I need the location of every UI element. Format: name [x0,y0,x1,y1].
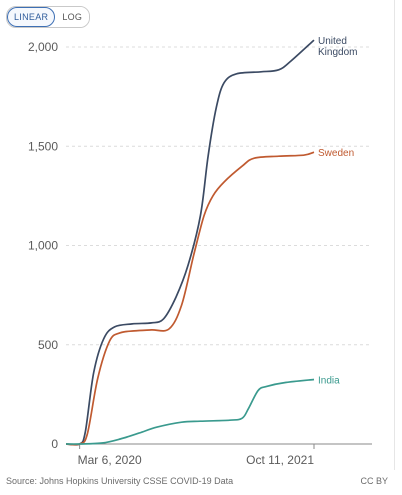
line-chart: 0 500 1,000 1,500 2,000 Mar 6, 2020 Oct 11, 20… [28,36,372,467]
card-border [394,0,395,470]
linear-scale-button[interactable]: LINEAR [7,7,56,27]
series-label-sweden: Sweden [318,148,354,159]
series-line-sweden [65,151,315,446]
series-label-united-kingdom: United [318,36,347,47]
x-tick-label: Mar 6, 2020 [78,453,142,467]
y-tick-label: 1,000 [28,239,58,253]
y-tick-label: 500 [38,338,58,352]
y-tick-label: 2,000 [28,40,58,54]
series-line-india [65,378,315,445]
log-scale-button[interactable]: LOG [55,7,90,27]
series-line-united-kingdom [65,39,315,446]
license-link[interactable]: CC BY [360,476,388,486]
series-label-united-kingdom: Kingdom [318,47,357,58]
chart-footer: Source: Johns Hopkins University CSSE CO… [6,476,388,486]
source-note[interactable]: Source: Johns Hopkins University CSSE CO… [6,476,234,486]
y-tick-label: 1,500 [28,139,58,153]
x-tick-label: Oct 11, 2021 [246,453,314,467]
series-label-india: India [318,375,340,386]
scale-toggle[interactable]: LINEAR LOG [6,6,91,28]
y-tick-label: 0 [51,437,58,451]
